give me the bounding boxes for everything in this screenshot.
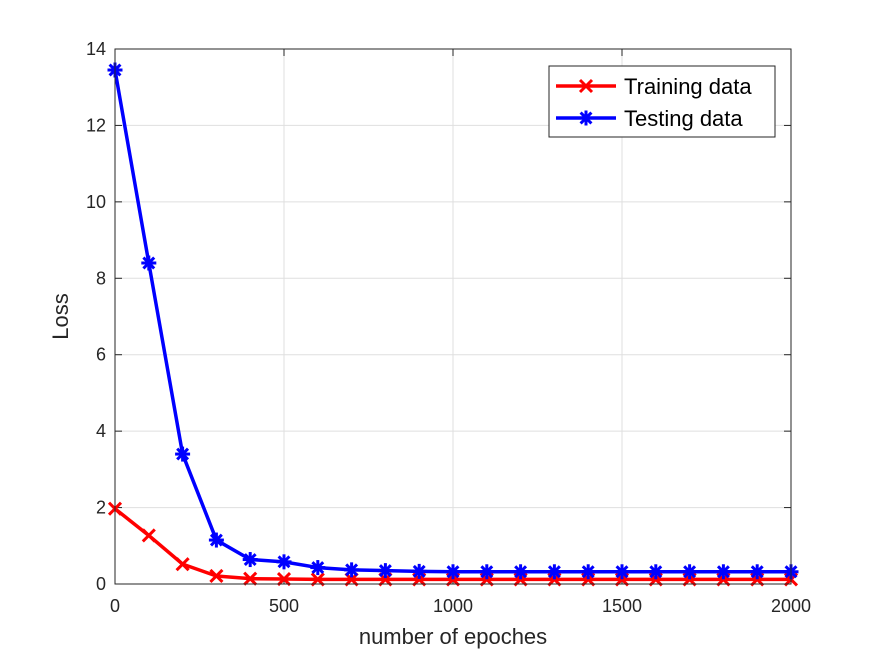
y-tick-label: 2: [96, 498, 106, 518]
data-point: [243, 571, 258, 586]
data-point: [208, 532, 224, 548]
y-tick-label: 4: [96, 421, 106, 441]
data-point: [411, 563, 427, 579]
data-point: [445, 564, 461, 580]
x-tick-label: 500: [269, 596, 299, 616]
data-point: [141, 255, 157, 271]
x-tick-label: 0: [110, 596, 120, 616]
legend-entry-testing: Testing data: [556, 106, 743, 131]
legend: Training data Testing data: [548, 65, 776, 138]
data-point: [310, 560, 326, 576]
plot-frame: [114, 48, 792, 585]
data-point: [209, 568, 224, 584]
y-tick-label: 12: [86, 115, 106, 135]
data-point: [648, 564, 664, 580]
legend-marker-icon: [578, 78, 594, 94]
data-point: [310, 572, 325, 587]
series-layer: [107, 62, 799, 587]
legend-label-training: Training data: [624, 74, 752, 99]
legend-marker-icon: [578, 110, 594, 126]
data-point: [344, 562, 360, 578]
x-tick-label: 2000: [771, 596, 811, 616]
y-tick-label: 10: [86, 192, 106, 212]
data-point: [276, 571, 292, 587]
series-testing: [107, 62, 799, 580]
data-point: [175, 557, 190, 572]
x-axis-label: number of epoches: [359, 624, 547, 649]
legend-entry-training: Training data: [556, 74, 752, 99]
y-tick-label: 6: [96, 345, 106, 365]
data-point: [377, 563, 393, 579]
y-tick-label: 14: [86, 39, 106, 59]
x-tick-label: 1000: [433, 596, 473, 616]
data-point: [513, 564, 529, 580]
data-point: [682, 564, 698, 580]
y-tick-label: 0: [96, 574, 106, 594]
data-point: [242, 552, 258, 568]
data-point: [479, 564, 495, 580]
data-point: [175, 446, 191, 462]
x-tick-labels: 0 500 1000 1500 2000: [110, 596, 811, 616]
y-axis-label: Loss: [48, 293, 73, 339]
data-point: [614, 564, 630, 580]
data-point: [141, 528, 156, 543]
legend-label-testing: Testing data: [624, 106, 743, 131]
x-tick-label: 1500: [602, 596, 642, 616]
y-tick-labels: 0 2 4 6 8 10 12 14: [86, 39, 106, 594]
data-point: [715, 564, 731, 580]
y-tick-label: 8: [96, 268, 106, 288]
data-point: [580, 564, 596, 580]
data-point: [546, 564, 562, 580]
data-point: [749, 564, 765, 580]
data-point: [276, 554, 292, 570]
